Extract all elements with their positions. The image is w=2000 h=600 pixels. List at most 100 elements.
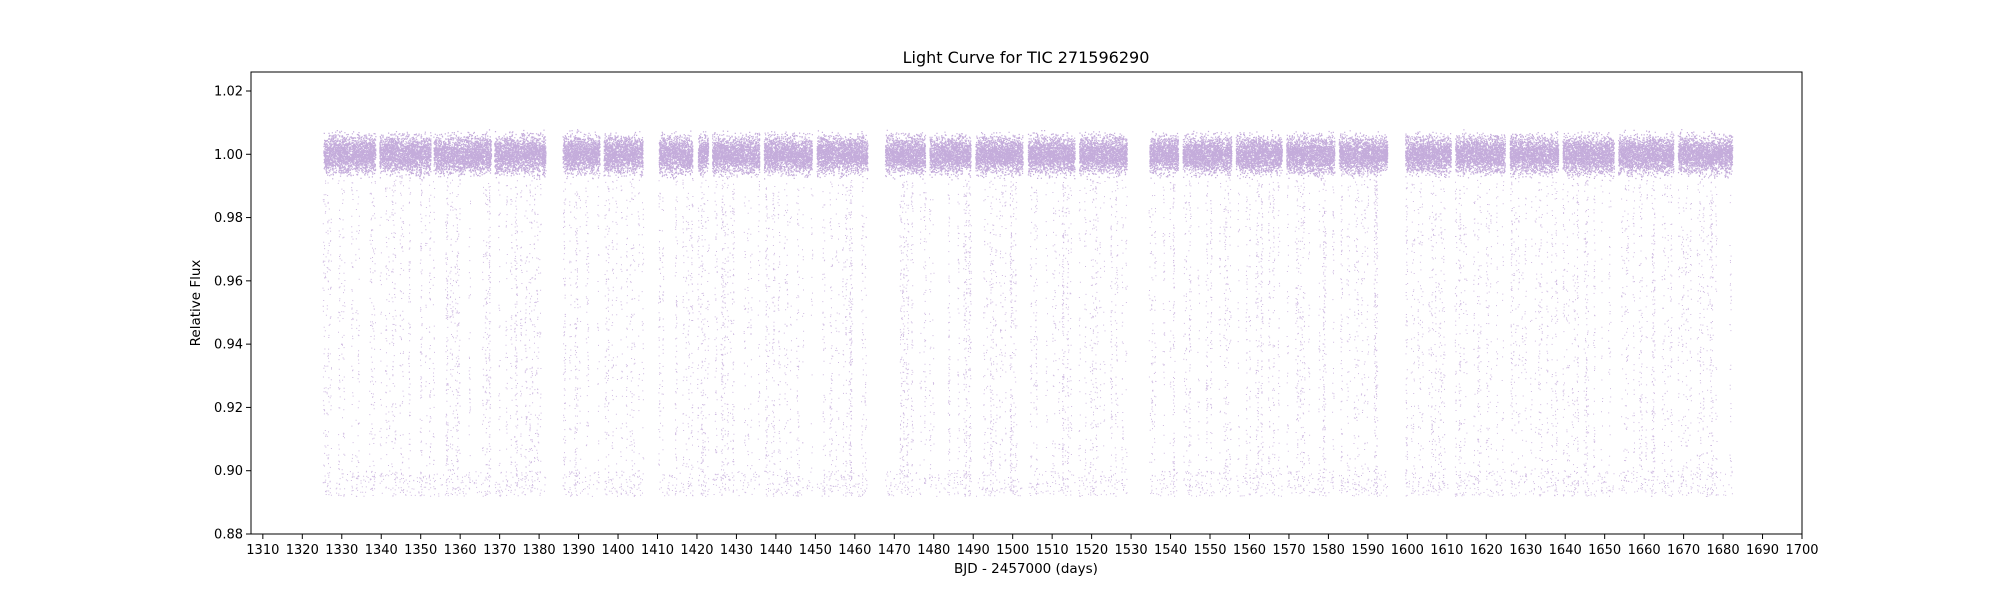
light-curve-segment: [975, 131, 1024, 497]
baseline-points: [1677, 129, 1734, 180]
light-curve-segment: [432, 129, 493, 497]
x-tick-label: 1380: [523, 543, 556, 558]
x-tick-label: 1520: [1075, 543, 1108, 558]
x-tick-label: 1580: [1312, 543, 1345, 558]
x-tick-label: 1560: [1233, 543, 1266, 558]
light-curve-segment: [1027, 130, 1076, 496]
y-tick-label: 0.92: [214, 401, 243, 416]
light-curve-segment: [1078, 131, 1128, 497]
baseline-points: [433, 129, 493, 181]
baseline-points: [763, 131, 813, 180]
x-tick-label: 1310: [246, 543, 279, 558]
eclipse-points: [1562, 179, 1615, 497]
baseline-points: [658, 130, 694, 180]
x-tick-label: 1370: [483, 543, 516, 558]
x-tick-label: 1320: [286, 543, 319, 558]
x-tick-label: 1660: [1628, 543, 1661, 558]
baseline-points: [1286, 130, 1336, 181]
light-curve-segment: [1618, 129, 1675, 497]
x-tick-label: 1570: [1272, 543, 1305, 558]
light-curve-segment: [1677, 129, 1734, 497]
baseline-points: [929, 131, 972, 181]
x-tick-label: 1650: [1588, 543, 1621, 558]
baseline-points: [379, 131, 432, 181]
x-tick-label: 1700: [1785, 543, 1818, 558]
light-curve-segment: [1182, 130, 1233, 497]
baseline-points: [975, 131, 1024, 180]
baseline-points: [1182, 130, 1233, 179]
light-curve-segment: [322, 130, 377, 497]
light-curve-segment: [1338, 130, 1389, 497]
x-tick-label: 1460: [838, 543, 871, 558]
eclipse-points: [976, 179, 1023, 497]
baseline-points: [1618, 129, 1675, 181]
light-curve-segment: [816, 130, 869, 497]
eclipse-points: [658, 179, 694, 497]
light-curve-segment: [763, 131, 814, 497]
baseline-points: [603, 131, 644, 180]
x-tick-label: 1340: [365, 543, 398, 558]
x-tick-label: 1510: [1036, 543, 1069, 558]
y-axis-ticks: 0.88 0.90 0.92 0.94 0.96 0.98 1.00 1.02: [214, 84, 251, 543]
light-curve-segment: [1148, 131, 1180, 497]
y-tick-label: 1.00: [214, 148, 243, 163]
x-tick-label: 1470: [878, 543, 911, 558]
x-tick-label: 1330: [325, 543, 358, 558]
x-tick-label: 1680: [1707, 543, 1740, 558]
baseline-points: [1338, 130, 1389, 181]
chart-title: Light Curve for TIC 271596290: [903, 48, 1150, 67]
x-tick-label: 1360: [444, 543, 477, 558]
light-curve-segment: [1286, 130, 1336, 497]
x-tick-label: 1400: [601, 543, 634, 558]
baseline-points: [697, 131, 710, 178]
light-curve-segment: [697, 131, 710, 497]
x-axis-label: BJD - 2457000 (days): [954, 561, 1098, 577]
x-tick-label: 1590: [1351, 543, 1384, 558]
light-curve-segment: [1235, 130, 1283, 497]
x-tick-label: 1390: [562, 543, 595, 558]
x-tick-label: 1440: [759, 543, 792, 558]
light-curve-segment: [1405, 131, 1452, 497]
baseline-points: [884, 129, 927, 180]
baseline-points: [1455, 129, 1506, 179]
x-axis-ticks: 1310 1320 1330 1340 1350 1360 1370 1380 1390 1400…: [246, 534, 1819, 558]
baseline-points: [1235, 130, 1283, 180]
x-tick-label: 1640: [1549, 543, 1582, 558]
light-curve-segment: [1562, 131, 1615, 497]
baseline-points: [1509, 131, 1560, 180]
baseline-points: [1027, 130, 1076, 180]
x-tick-label: 1670: [1667, 543, 1700, 558]
baseline-points: [494, 129, 547, 180]
x-tick-label: 1500: [996, 543, 1029, 558]
light-curve-segment: [929, 131, 972, 497]
light-curve-segment: [379, 131, 432, 497]
baseline-points: [1405, 131, 1452, 178]
baseline-points: [1079, 131, 1128, 181]
x-tick-label: 1610: [1430, 543, 1463, 558]
light-curve-segment: [494, 129, 547, 497]
y-tick-label: 0.98: [214, 211, 243, 226]
x-tick-label: 1600: [1391, 543, 1424, 558]
y-tick-label: 0.94: [214, 338, 243, 353]
baseline-points: [1149, 131, 1180, 179]
x-tick-label: 1420: [680, 543, 713, 558]
plot-frame: [250, 71, 1803, 535]
x-tick-label: 1430: [720, 543, 753, 558]
eclipse-points: [697, 179, 710, 497]
baseline-points: [712, 130, 761, 180]
x-tick-label: 1350: [404, 543, 437, 558]
eclipse-points: [432, 179, 492, 497]
x-tick-label: 1550: [1193, 543, 1226, 558]
x-tick-label: 1530: [1115, 543, 1148, 558]
light-curve-segment: [562, 129, 601, 497]
x-tick-label: 1540: [1154, 543, 1187, 558]
light-curve-segment: [712, 130, 761, 497]
y-tick-label: 0.90: [214, 464, 243, 479]
light-curve-segment: [658, 130, 694, 497]
baseline-points: [323, 130, 377, 180]
eclipse-points: [1183, 179, 1232, 497]
baseline-points: [1562, 131, 1615, 181]
y-tick-label: 1.02: [214, 84, 243, 99]
y-tick-label: 0.96: [214, 274, 243, 289]
light-curve-segment: [1454, 129, 1506, 497]
